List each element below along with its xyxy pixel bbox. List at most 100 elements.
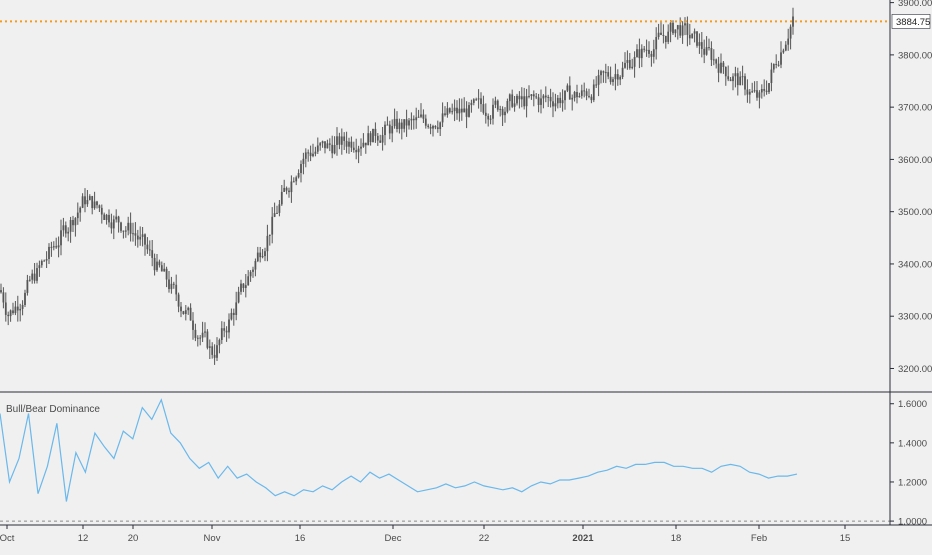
candle-body [139, 236, 142, 240]
candle-body [38, 265, 41, 269]
candle-body [552, 101, 554, 107]
candle-body [453, 107, 456, 112]
candle-body [184, 310, 187, 314]
candle-body [244, 285, 247, 288]
candle-body [240, 283, 242, 292]
candle-body [765, 90, 768, 92]
candle-body [187, 307, 190, 311]
candle-body [204, 331, 206, 333]
candle-body [45, 259, 48, 261]
candle-body [338, 136, 341, 145]
candle-body [652, 49, 655, 57]
time-axis-label: Feb [751, 533, 767, 544]
candle-body [144, 234, 146, 245]
candle-body [595, 84, 598, 86]
candle-body [355, 150, 358, 153]
candle-body [672, 22, 674, 34]
candle-body [69, 220, 72, 232]
candle-body [633, 57, 636, 67]
candle-body [268, 234, 271, 236]
candle-body [609, 76, 612, 83]
candle-body [602, 71, 605, 73]
candle-body [67, 231, 70, 234]
candle-body [177, 294, 180, 307]
candle-body [348, 141, 350, 147]
candle-body [165, 268, 168, 280]
candle-body [297, 173, 300, 178]
candle-body [189, 307, 192, 321]
candle-body [496, 100, 499, 110]
candle-body [218, 340, 221, 346]
candle-body [398, 122, 401, 130]
candle-body [655, 37, 658, 50]
candle-body [542, 95, 545, 99]
candle-body [48, 246, 50, 259]
candle-body [242, 283, 245, 288]
time-axis-label: 12 [78, 533, 89, 544]
candle-body [559, 97, 562, 104]
indicator-axis-label: 1.0000 [898, 517, 927, 528]
candle-body [564, 90, 566, 101]
candle-body [249, 271, 252, 277]
candle-body [0, 290, 2, 293]
candle-body [523, 96, 526, 107]
candle-body [343, 136, 346, 141]
candle-body [88, 196, 91, 200]
indicator-axis-label: 1.4000 [898, 438, 927, 449]
candle-body [410, 118, 413, 121]
candle-body [374, 128, 377, 136]
candle-body [372, 128, 374, 143]
candle-body [336, 136, 338, 145]
candle-body [686, 23, 689, 35]
candle-body [283, 187, 286, 192]
price-axis-label: 3700.00 [898, 103, 932, 114]
candle-body [648, 49, 650, 54]
candle-body [120, 222, 122, 231]
candle-body [789, 26, 792, 39]
candle-body [616, 74, 619, 80]
candle-body [463, 108, 466, 113]
candle-body [482, 104, 485, 113]
candle-body [369, 133, 372, 143]
candle-body [489, 118, 492, 120]
candle-body [751, 91, 754, 93]
candle-body [412, 118, 415, 121]
candle-body [156, 261, 158, 271]
candle-body [792, 16, 794, 27]
candle-body [379, 140, 382, 143]
candle-body [624, 62, 626, 68]
candle-body [528, 95, 530, 97]
candle-body [381, 135, 384, 143]
candle-body [720, 62, 722, 73]
candle-body [295, 177, 298, 182]
candle-body [427, 125, 430, 127]
candle-body [535, 96, 538, 98]
candle-body [458, 108, 461, 114]
candle-body [158, 261, 161, 266]
candle-body [148, 249, 151, 251]
candle-body [468, 105, 470, 117]
candle-body [127, 222, 130, 231]
candle-body [408, 120, 410, 126]
candle-body [28, 279, 31, 281]
candle-body [405, 119, 408, 126]
candle-body [487, 115, 490, 120]
candle-body [280, 191, 283, 205]
time-axis-label: Oct [0, 533, 15, 544]
candle-body [14, 306, 17, 314]
candle-body [314, 151, 317, 154]
candle-body [415, 117, 418, 121]
candle-body [631, 66, 634, 69]
candle-body [741, 76, 744, 78]
candle-body [705, 47, 708, 55]
candle-body [208, 346, 211, 348]
candle-body [772, 64, 775, 70]
candle-body [86, 200, 89, 205]
candle-body [547, 96, 550, 98]
candle-body [640, 48, 643, 59]
candle-body [753, 90, 756, 92]
candle-body [736, 73, 739, 86]
candle-body [216, 345, 218, 358]
candle-body [712, 59, 715, 61]
